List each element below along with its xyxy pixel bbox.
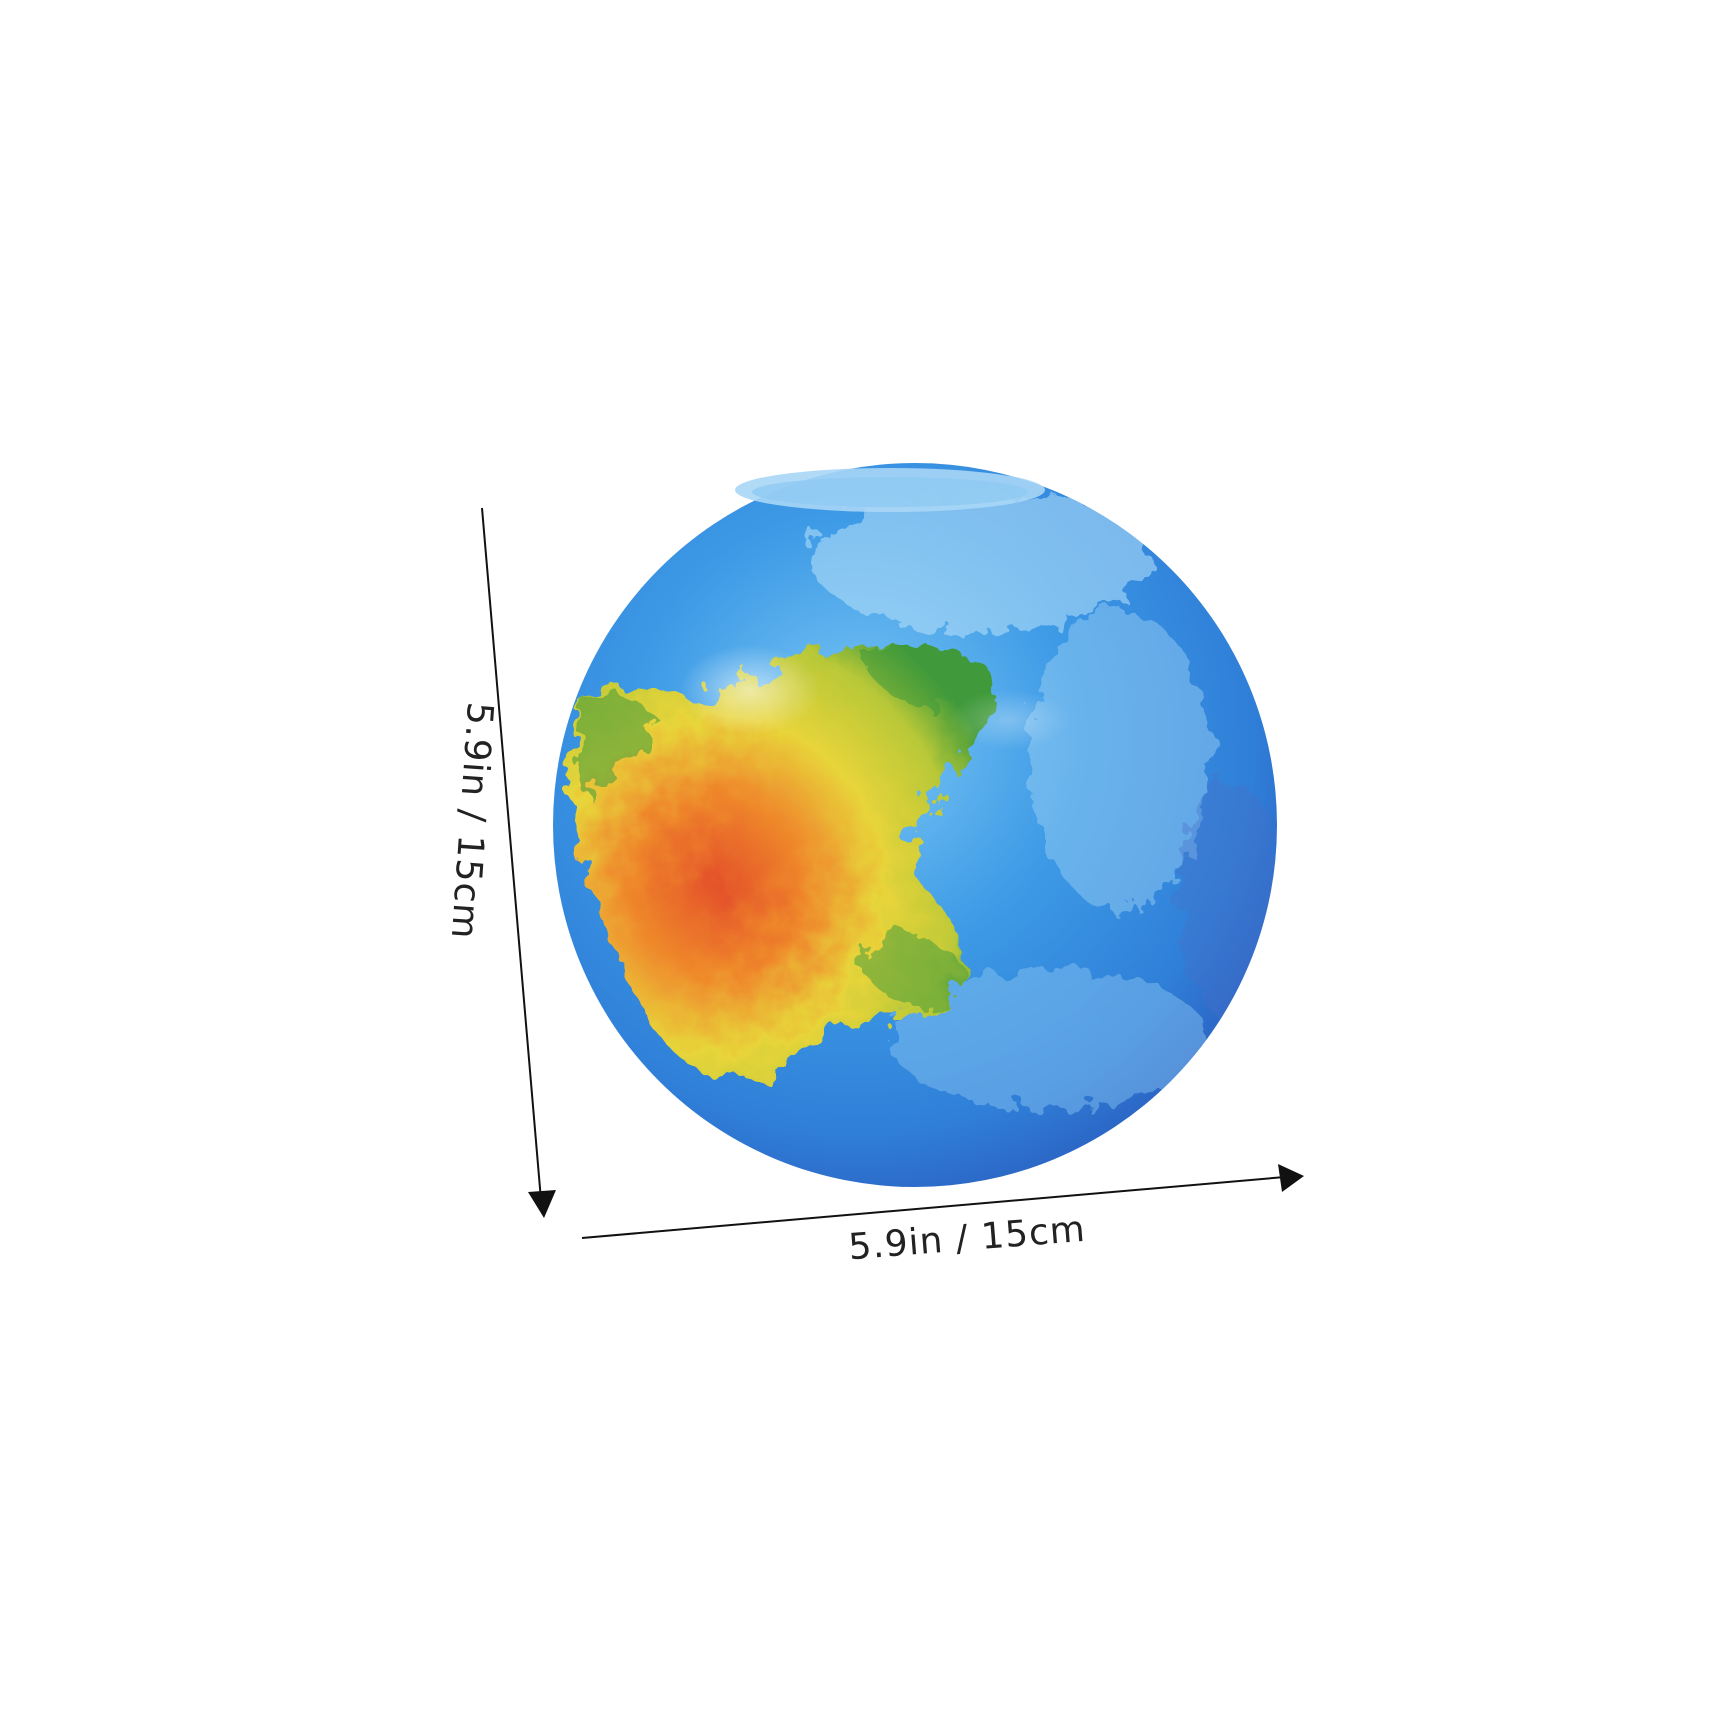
height-label: 5.9in / 15cm bbox=[443, 701, 500, 941]
arrow-down-icon bbox=[528, 1190, 556, 1218]
globe-icon bbox=[553, 463, 1277, 1187]
height-dimension bbox=[481, 507, 556, 1218]
width-dimension bbox=[581, 1164, 1304, 1239]
arrow-right-icon bbox=[1278, 1164, 1304, 1192]
width-label: 5.9in / 15cm bbox=[847, 1209, 1087, 1269]
